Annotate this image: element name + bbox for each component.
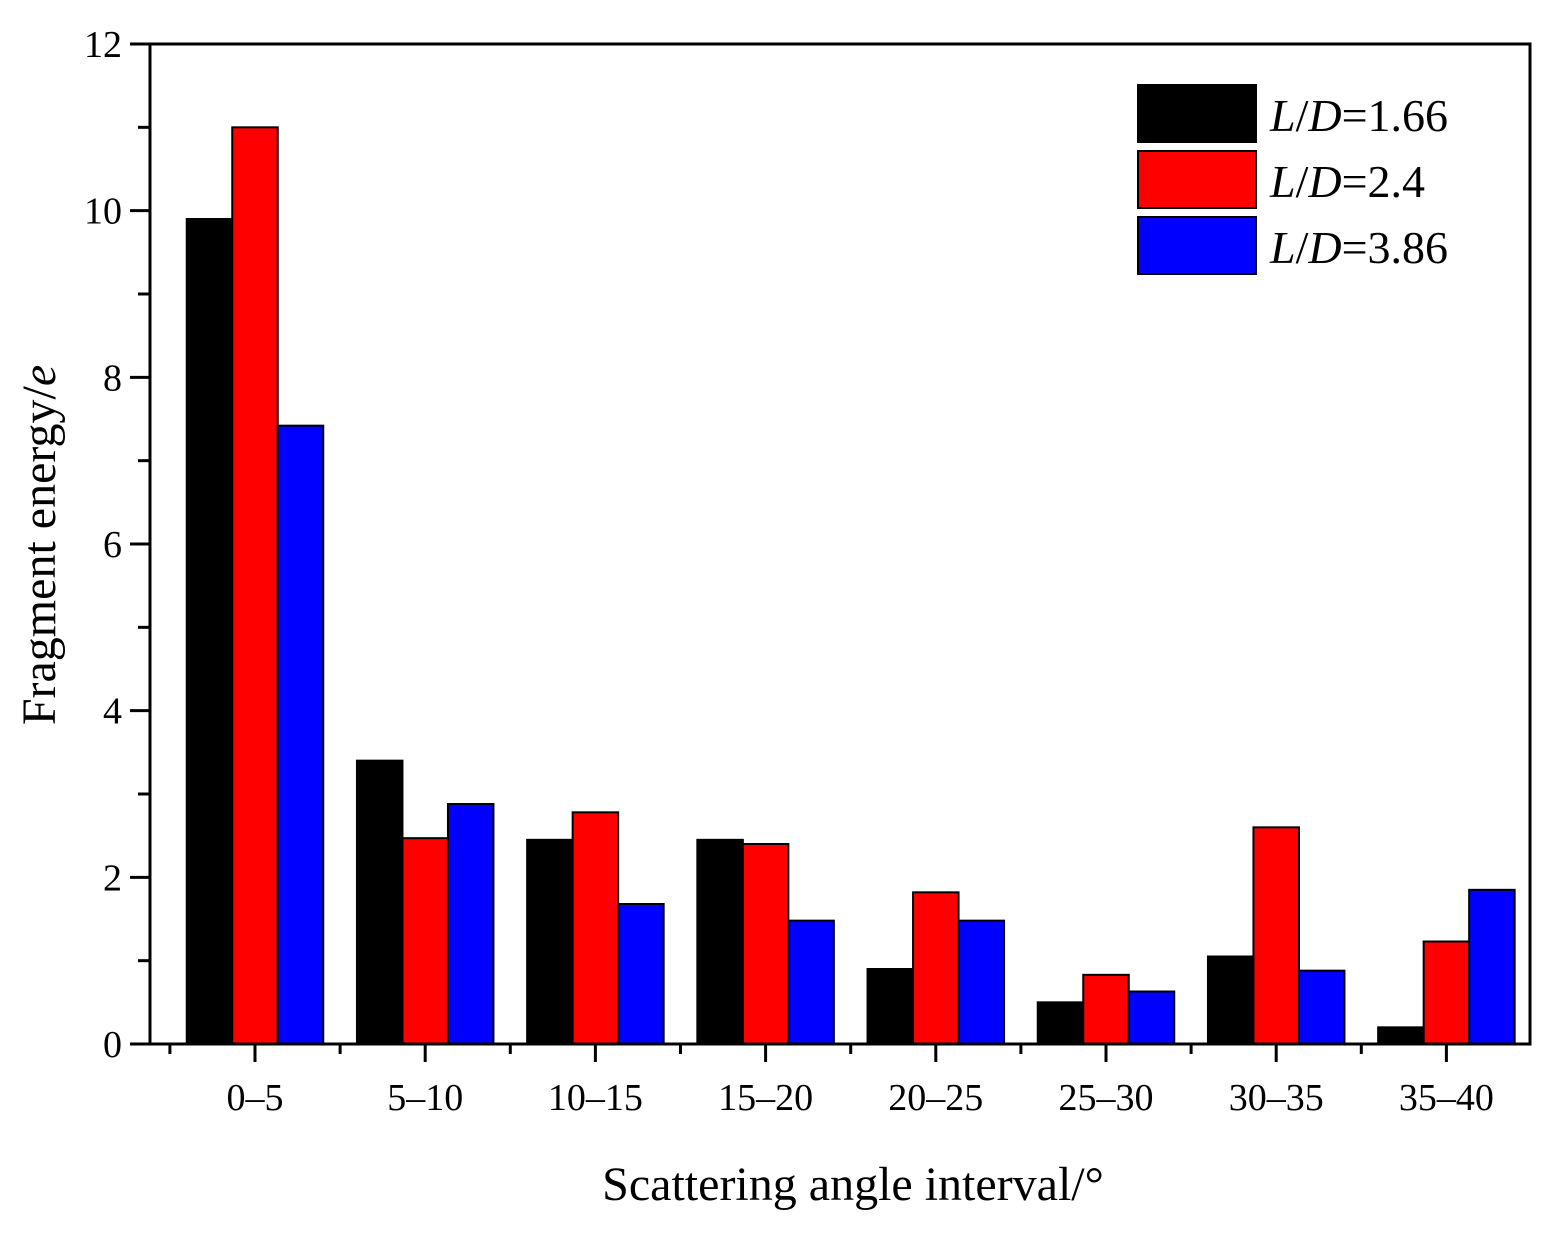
x-tick-label: 30–35 bbox=[1229, 1077, 1324, 1119]
legend-label-series-1: L/D=1.66 bbox=[1269, 90, 1448, 141]
legend-label-series-2-slash: / bbox=[1296, 156, 1309, 207]
bar-series-2-0–5 bbox=[231, 126, 279, 1045]
bar-series-1-10–15 bbox=[526, 838, 574, 1046]
legend-label-series-2-l: L bbox=[1269, 156, 1296, 207]
legend-label-series-3-l: L bbox=[1269, 222, 1296, 273]
legend-label-series-2: L/D=2.4 bbox=[1269, 156, 1425, 207]
bar-series-2-10–15 bbox=[571, 811, 620, 1046]
bar-series-3-15–20 bbox=[787, 919, 835, 1045]
legend-label-series-3-slash: / bbox=[1296, 222, 1309, 273]
bar-series-3-10–15 bbox=[617, 903, 665, 1045]
x-tick-label: 20–25 bbox=[888, 1077, 983, 1119]
legend-label-series-3: L/D=3.86 bbox=[1269, 222, 1448, 273]
bars-layer bbox=[185, 126, 1516, 1046]
bar-series-2-15–20 bbox=[741, 843, 790, 1045]
x-tick-label: 15–20 bbox=[718, 1077, 813, 1119]
x-tick-label: 5–10 bbox=[387, 1077, 463, 1119]
bar-series-3-30–35 bbox=[1297, 969, 1346, 1045]
legend-label-series-1-l: L bbox=[1269, 90, 1296, 141]
legend-label-series-2-d: D bbox=[1307, 156, 1341, 207]
legend-swatch-series-2 bbox=[1137, 150, 1257, 209]
bar-series-1-25–30 bbox=[1036, 1001, 1085, 1046]
y-tick-label: 8 bbox=[103, 357, 122, 399]
bar-series-2-30–35 bbox=[1252, 826, 1300, 1046]
bar-series-2-5–10 bbox=[401, 837, 449, 1045]
legend-swatch-series-1 bbox=[1137, 84, 1257, 143]
x-axis-title: Scattering angle interval/° bbox=[602, 1158, 1104, 1211]
bar-series-1-5–10 bbox=[355, 759, 404, 1045]
legend-item-series-3: L/D=3.86 bbox=[1137, 216, 1448, 275]
bar-series-1-15–20 bbox=[696, 838, 744, 1046]
y-axis: 0 2 4 6 8 10 12 bbox=[84, 24, 150, 1066]
bar-series-3-25–30 bbox=[1127, 990, 1176, 1045]
legend-label-series-3-value: =3.86 bbox=[1342, 222, 1448, 273]
bar-series-3-35–40 bbox=[1468, 888, 1516, 1046]
y-tick-label: 4 bbox=[103, 691, 122, 733]
legend-item-series-2: L/D=2.4 bbox=[1137, 150, 1425, 209]
y-tick-label: 0 bbox=[103, 1024, 122, 1066]
x-tick-label: 10–15 bbox=[548, 1077, 643, 1119]
y-axis-title: Fragment energy/e bbox=[13, 365, 66, 725]
bar-series-3-20–25 bbox=[957, 919, 1006, 1045]
bar-series-2-20–25 bbox=[912, 891, 960, 1046]
y-tick-label: 12 bbox=[84, 24, 122, 66]
x-axis: 0–5 5–10 10–15 15–20 20–25 25–30 30–35 35–40 bbox=[168, 1044, 1494, 1119]
bar-series-1-0–5 bbox=[185, 218, 234, 1045]
legend-item-series-1: L/D=1.66 bbox=[1137, 84, 1448, 143]
bar-series-3-5–10 bbox=[446, 803, 495, 1045]
y-axis-title-unit: e bbox=[13, 365, 66, 386]
x-tick-label: 35–40 bbox=[1399, 1077, 1494, 1119]
bar-series-1-30–35 bbox=[1206, 955, 1255, 1045]
y-axis-title-text: Fragment energy/ bbox=[13, 385, 66, 725]
y-tick-label: 6 bbox=[103, 524, 122, 566]
y-tick-label: 10 bbox=[84, 191, 122, 233]
legend-label-series-3-d: D bbox=[1307, 222, 1341, 273]
x-tick-label: 0–5 bbox=[227, 1077, 284, 1119]
legend: L/D=1.66 L/D=2.4 L/D=3.86 bbox=[1137, 84, 1448, 275]
legend-label-series-1-slash: / bbox=[1296, 90, 1309, 141]
bar-series-2-35–40 bbox=[1422, 940, 1471, 1045]
bar-series-1-35–40 bbox=[1377, 1026, 1425, 1045]
bar-series-3-0–5 bbox=[276, 424, 325, 1046]
x-tick-label: 25–30 bbox=[1059, 1077, 1154, 1119]
legend-label-series-1-d: D bbox=[1307, 90, 1341, 141]
bar-series-1-20–25 bbox=[866, 968, 915, 1045]
bar-series-2-25–30 bbox=[1082, 973, 1130, 1046]
legend-swatch-series-3 bbox=[1137, 216, 1257, 275]
legend-label-series-1-value: =1.66 bbox=[1342, 90, 1448, 141]
legend-label-series-2-value: =2.4 bbox=[1342, 156, 1425, 207]
y-tick-label: 2 bbox=[103, 857, 122, 899]
